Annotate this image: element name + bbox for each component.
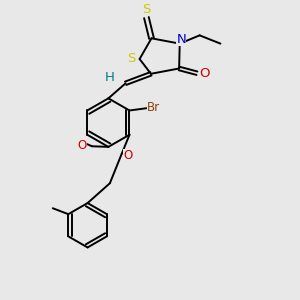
Text: H: H xyxy=(105,71,115,84)
Text: S: S xyxy=(127,52,136,65)
Text: O: O xyxy=(123,148,132,162)
Text: O: O xyxy=(199,67,210,80)
Text: Br: Br xyxy=(147,101,161,114)
Text: N: N xyxy=(176,33,186,46)
Text: S: S xyxy=(142,3,150,16)
Text: O: O xyxy=(77,140,87,152)
